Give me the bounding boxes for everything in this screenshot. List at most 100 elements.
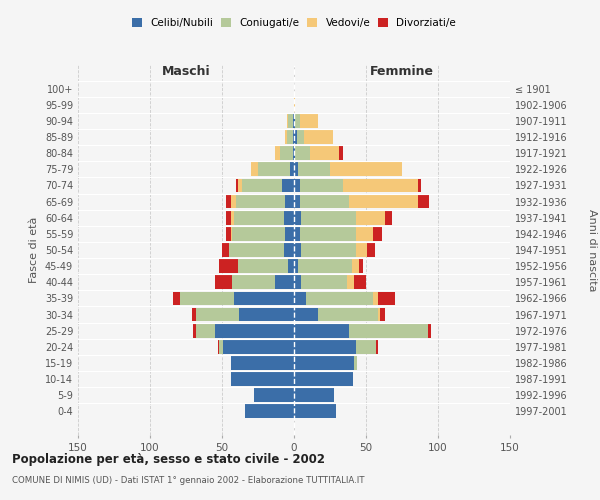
- Bar: [301, 243, 356, 257]
- Bar: [223, 340, 294, 353]
- Bar: [385, 211, 392, 224]
- Bar: [288, 260, 294, 273]
- Bar: [295, 114, 300, 128]
- Bar: [305, 292, 373, 306]
- Bar: [294, 308, 319, 322]
- Bar: [343, 178, 418, 192]
- Bar: [215, 324, 294, 338]
- Bar: [230, 211, 233, 224]
- Bar: [275, 276, 294, 289]
- Bar: [286, 130, 287, 144]
- Bar: [294, 178, 300, 192]
- Bar: [286, 227, 294, 240]
- Bar: [330, 162, 402, 176]
- Bar: [226, 227, 230, 240]
- Bar: [356, 227, 373, 240]
- Text: COMUNE DI NIMIS (UD) - Dati ISTAT 1° gennaio 2002 - Elaborazione TUTTITALIA.IT: COMUNE DI NIMIS (UD) - Dati ISTAT 1° gen…: [12, 476, 365, 485]
- Bar: [376, 340, 377, 353]
- Bar: [230, 227, 232, 240]
- Bar: [294, 388, 334, 402]
- Bar: [294, 372, 353, 386]
- Bar: [300, 178, 343, 192]
- Bar: [288, 114, 293, 128]
- Bar: [219, 260, 238, 273]
- Bar: [301, 276, 347, 289]
- Bar: [295, 146, 310, 160]
- Bar: [294, 292, 305, 306]
- Bar: [418, 194, 430, 208]
- Bar: [254, 388, 294, 402]
- Bar: [283, 178, 294, 192]
- Bar: [356, 211, 385, 224]
- Bar: [300, 114, 319, 128]
- Bar: [418, 178, 421, 192]
- Bar: [280, 146, 293, 160]
- Bar: [284, 243, 294, 257]
- Bar: [294, 211, 301, 224]
- Bar: [300, 227, 356, 240]
- Bar: [226, 211, 230, 224]
- Bar: [230, 194, 236, 208]
- Bar: [300, 194, 349, 208]
- Bar: [287, 114, 288, 128]
- Bar: [294, 130, 297, 144]
- Bar: [352, 260, 359, 273]
- Bar: [219, 340, 223, 353]
- Bar: [294, 324, 349, 338]
- Bar: [349, 324, 428, 338]
- Bar: [287, 130, 293, 144]
- Bar: [245, 404, 294, 418]
- Bar: [310, 146, 338, 160]
- Y-axis label: Anni di nascita: Anni di nascita: [587, 209, 597, 291]
- Bar: [196, 308, 239, 322]
- Bar: [428, 324, 431, 338]
- Bar: [294, 356, 355, 370]
- Text: Maschi: Maschi: [161, 65, 211, 78]
- Bar: [294, 146, 295, 160]
- Bar: [242, 178, 283, 192]
- Bar: [294, 162, 298, 176]
- Bar: [377, 308, 380, 322]
- Bar: [304, 130, 333, 144]
- Bar: [294, 243, 301, 257]
- Bar: [239, 308, 294, 322]
- Bar: [232, 276, 275, 289]
- Bar: [193, 324, 196, 338]
- Bar: [297, 130, 304, 144]
- Bar: [355, 276, 366, 289]
- Bar: [347, 276, 355, 289]
- Bar: [294, 194, 300, 208]
- Text: Femmine: Femmine: [370, 65, 434, 78]
- Bar: [293, 130, 294, 144]
- Bar: [319, 308, 377, 322]
- Bar: [218, 340, 219, 353]
- Bar: [298, 260, 352, 273]
- Bar: [294, 227, 300, 240]
- Bar: [367, 243, 374, 257]
- Bar: [373, 292, 377, 306]
- Bar: [294, 98, 295, 112]
- Y-axis label: Fasce di età: Fasce di età: [29, 217, 39, 283]
- Bar: [284, 211, 294, 224]
- Bar: [301, 211, 356, 224]
- Bar: [294, 260, 298, 273]
- Bar: [294, 404, 336, 418]
- Bar: [233, 211, 284, 224]
- Bar: [238, 260, 288, 273]
- Text: Popolazione per età, sesso e stato civile - 2002: Popolazione per età, sesso e stato civil…: [12, 452, 325, 466]
- Bar: [355, 356, 358, 370]
- Legend: Celibi/Nubili, Coniugati/e, Vedovi/e, Divorziati/e: Celibi/Nubili, Coniugati/e, Vedovi/e, Di…: [132, 18, 456, 28]
- Bar: [349, 194, 418, 208]
- Bar: [359, 260, 363, 273]
- Bar: [286, 194, 294, 208]
- Bar: [290, 162, 294, 176]
- Bar: [356, 243, 367, 257]
- Bar: [173, 292, 180, 306]
- Bar: [236, 178, 238, 192]
- Bar: [232, 227, 286, 240]
- Bar: [377, 292, 395, 306]
- Bar: [258, 162, 290, 176]
- Bar: [275, 146, 280, 160]
- Bar: [236, 194, 286, 208]
- Bar: [226, 194, 230, 208]
